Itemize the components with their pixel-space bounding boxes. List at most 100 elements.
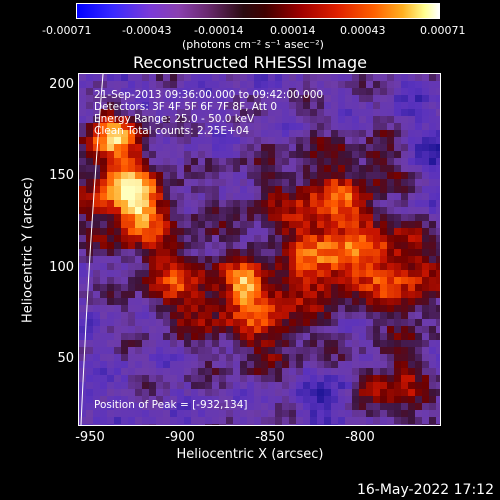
image-pixel (184, 284, 191, 291)
image-pixel (149, 179, 156, 186)
image-pixel (121, 172, 128, 179)
image-pixel (401, 249, 408, 256)
image-pixel (177, 368, 184, 375)
image-pixel (128, 347, 135, 354)
image-pixel (226, 95, 233, 102)
image-pixel (387, 256, 394, 263)
image-pixel (191, 193, 198, 200)
image-pixel (184, 396, 191, 403)
image-pixel (156, 235, 163, 242)
image-pixel (317, 382, 324, 389)
image-pixel (296, 179, 303, 186)
image-pixel (429, 340, 436, 347)
image-pixel (408, 389, 415, 396)
image-pixel (212, 151, 219, 158)
image-pixel (345, 214, 352, 221)
image-pixel (79, 284, 86, 291)
image-pixel (184, 277, 191, 284)
image-pixel (86, 165, 93, 172)
image-pixel (422, 116, 429, 123)
image-pixel (303, 81, 310, 88)
image-pixel (422, 340, 429, 347)
image-pixel (387, 270, 394, 277)
image-pixel (212, 74, 219, 81)
image-pixel (261, 291, 268, 298)
image-pixel (401, 123, 408, 130)
image-pixel (156, 256, 163, 263)
image-pixel (394, 179, 401, 186)
image-pixel (107, 319, 114, 326)
image-pixel (142, 333, 149, 340)
image-pixel (254, 403, 261, 410)
image-pixel (422, 319, 429, 326)
image-pixel (345, 361, 352, 368)
image-pixel (429, 123, 436, 130)
image-pixel (380, 88, 387, 95)
image-pixel (93, 389, 100, 396)
image-pixel (380, 200, 387, 207)
image-pixel (394, 270, 401, 277)
image-pixel (184, 361, 191, 368)
image-pixel (184, 347, 191, 354)
image-pixel (205, 340, 212, 347)
image-pixel (380, 235, 387, 242)
image-pixel (205, 333, 212, 340)
image-pixel (275, 165, 282, 172)
image-pixel (331, 396, 338, 403)
image-pixel (198, 102, 205, 109)
image-pixel (317, 312, 324, 319)
image-pixel (86, 270, 93, 277)
image-pixel (261, 221, 268, 228)
image-pixel (331, 214, 338, 221)
image-pixel (310, 403, 317, 410)
image-pixel (254, 186, 261, 193)
image-pixel (352, 130, 359, 137)
image-pixel (219, 109, 226, 116)
image-pixel (331, 88, 338, 95)
image-pixel (366, 333, 373, 340)
image-pixel (268, 396, 275, 403)
image-pixel (261, 424, 268, 425)
image-pixel (135, 172, 142, 179)
image-pixel (296, 102, 303, 109)
image-pixel (422, 270, 429, 277)
image-pixel (149, 221, 156, 228)
image-pixel (352, 410, 359, 417)
image-pixel (317, 228, 324, 235)
image-pixel (282, 375, 289, 382)
image-pixel (135, 298, 142, 305)
image-pixel (387, 326, 394, 333)
image-pixel (247, 361, 254, 368)
image-pixel (310, 333, 317, 340)
image-pixel (247, 193, 254, 200)
image-pixel (345, 333, 352, 340)
image-pixel (240, 172, 247, 179)
image-pixel (289, 109, 296, 116)
image-pixel (366, 382, 373, 389)
image-pixel (226, 333, 233, 340)
image-pixel (79, 291, 86, 298)
image-pixel (247, 116, 254, 123)
image-pixel (198, 298, 205, 305)
image-pixel (401, 368, 408, 375)
image-pixel (394, 417, 401, 424)
image-pixel (156, 130, 163, 137)
image-pixel (163, 305, 170, 312)
image-pixel (247, 263, 254, 270)
image-pixel (79, 81, 86, 88)
image-pixel (226, 340, 233, 347)
image-pixel (86, 158, 93, 165)
image-pixel (149, 228, 156, 235)
image-pixel (261, 298, 268, 305)
image-pixel (303, 179, 310, 186)
image-pixel (226, 284, 233, 291)
image-pixel (86, 95, 93, 102)
image-pixel (205, 228, 212, 235)
image-pixel (177, 95, 184, 102)
image-pixel (142, 144, 149, 151)
image-pixel (373, 424, 380, 425)
image-pixel (177, 242, 184, 249)
image-pixel (226, 242, 233, 249)
image-pixel (429, 249, 436, 256)
image-pixel (429, 179, 436, 186)
